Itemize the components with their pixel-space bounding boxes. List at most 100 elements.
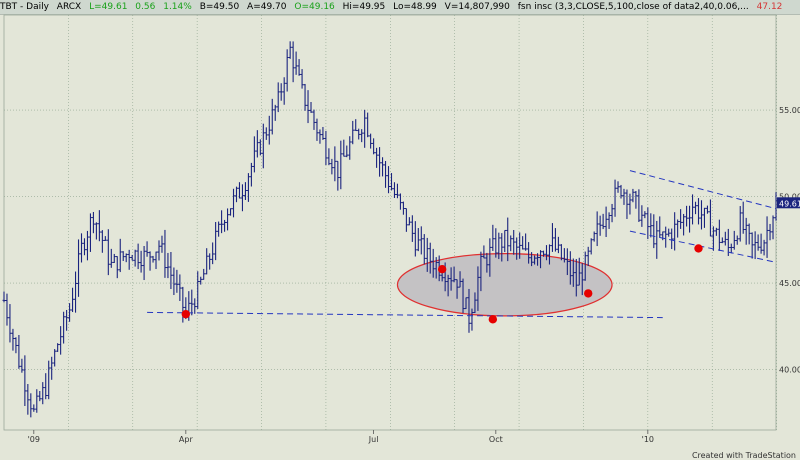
ohlc-bar [762, 239, 766, 256]
ohlc-bar [139, 250, 143, 273]
ohlc-bar [100, 230, 104, 253]
ohlc-bar [473, 292, 477, 314]
ohlc-bar [735, 235, 739, 245]
ohlc-bar [708, 199, 712, 237]
ohlc-bar [389, 173, 393, 191]
ohlc-bar [175, 269, 179, 293]
ohlc-bar [366, 112, 370, 138]
ohlc-bar [568, 251, 572, 285]
ohlc-bar [640, 205, 644, 227]
y-tick-label: 55.00 [779, 106, 800, 115]
ohlc-bar [300, 69, 304, 89]
annotation-ellipse-layer [396, 253, 613, 317]
ohlc-bar [434, 257, 438, 279]
ohlc-bar [11, 328, 15, 351]
ohlc-bar [327, 148, 331, 166]
ohlc-bar [214, 222, 218, 261]
ohlc-bar [74, 271, 78, 313]
ohlc-bar [664, 226, 668, 248]
ohlc-bar [753, 231, 757, 260]
pivot-marker [694, 244, 703, 253]
ohlc-bar [47, 360, 51, 400]
ohlc-bar [348, 136, 352, 160]
ohlc-bar [589, 238, 593, 255]
ohlc-bar [631, 188, 635, 203]
ohlc-bar [91, 211, 95, 234]
ohlc-bar [38, 391, 42, 402]
ohlc-bar [121, 251, 125, 261]
ohlc-bar [616, 181, 620, 193]
ohlc-bar [530, 252, 534, 267]
ohlc-bar [157, 240, 161, 261]
ohlc-bar [559, 244, 563, 261]
x-tick-label: '10 [642, 435, 654, 444]
ohlc-bar [556, 236, 560, 254]
ohlc-bar [276, 82, 280, 113]
ohlc-bar [571, 258, 575, 287]
ohlc-bar [252, 136, 256, 173]
ohlc-bar [41, 382, 45, 405]
ohlc-bar [261, 123, 265, 169]
y-tick-label: 45.00 [779, 279, 800, 288]
time-axis: '09 Apr Jul Oct '10 [28, 430, 654, 444]
ohlc-bar [768, 223, 772, 241]
ohlc-bar [345, 145, 349, 158]
ohlc-bar [544, 245, 548, 261]
ohlc-bar [771, 215, 775, 240]
ohlc-bar [130, 254, 134, 261]
ohlc-bar [14, 337, 18, 354]
ohlc-bar [220, 210, 224, 234]
price-change: 0.56 [135, 2, 156, 12]
ohlc-bar [44, 373, 48, 400]
ohlc-bar [586, 246, 590, 267]
ohlc-bar [565, 248, 569, 276]
ohlc-bar [726, 228, 730, 256]
ohlc-bar [321, 126, 325, 140]
ohlc-bar [2, 291, 6, 303]
ohlc-bar [467, 288, 471, 333]
ohlc-bar [234, 186, 238, 203]
ohlc-bar [306, 90, 310, 124]
ohlc-bar [363, 109, 367, 148]
ohlc-bar [59, 326, 63, 355]
ohlc-bar [518, 232, 522, 259]
price-change-pct: 1.14% [163, 2, 192, 12]
x-tick-label: Jul [368, 435, 379, 444]
ohlc-bar [17, 335, 21, 369]
channel-lower-line [629, 230, 777, 263]
ohlc-bar [765, 216, 769, 258]
ohlc-bar [208, 253, 212, 270]
ohlc-bar [318, 129, 322, 144]
ohlc-bar [351, 120, 355, 145]
ohlc-bar [401, 201, 405, 215]
ohlc-bar [354, 119, 358, 132]
ohlc-bar [8, 304, 12, 343]
ohlc-bar [154, 251, 158, 270]
ohlc-bar [652, 214, 656, 249]
ohlc-bar [637, 189, 641, 223]
pivot-marker [437, 264, 447, 274]
ohlc-bar [35, 389, 39, 413]
ohlc-bar [461, 278, 465, 314]
last-price: L=49.61 [89, 2, 128, 12]
ohlc-bar [169, 252, 173, 290]
ohlc-bars [2, 41, 778, 418]
ohlc-bar [112, 253, 116, 263]
ohlc-bar [738, 206, 742, 242]
ohlc-bar [592, 231, 596, 242]
ohlc-bar [85, 230, 89, 261]
last-price-tag-label: 49.61 [779, 199, 800, 208]
ohlc-bar [26, 384, 30, 415]
ohlc-bar [151, 255, 155, 263]
ohlc-bar [205, 248, 209, 275]
ohlc-bar [625, 189, 629, 219]
ohlc-bar [485, 252, 489, 273]
ohlc-bar [199, 276, 203, 285]
ohlc-bar [360, 129, 364, 143]
ohlc-bar [88, 213, 92, 252]
ohlc-bar [378, 147, 382, 177]
ohlc-bar [303, 83, 307, 111]
ohlc-bar [65, 309, 69, 331]
ohlc-bar [258, 139, 262, 156]
